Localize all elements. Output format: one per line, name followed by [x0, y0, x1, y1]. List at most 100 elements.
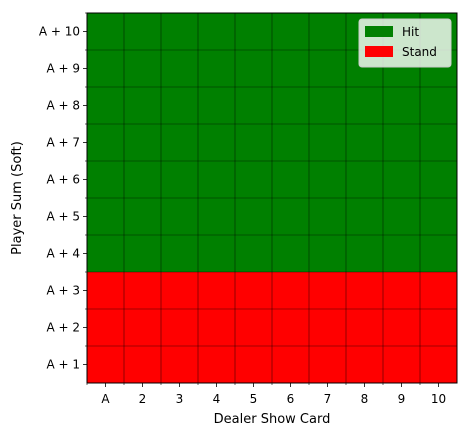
heatmap-cell [272, 198, 310, 236]
heatmap-cell [309, 50, 347, 88]
heatmap-cell [272, 50, 310, 88]
heatmap-cell [309, 309, 347, 347]
heatmap-cell [383, 346, 421, 384]
heatmap-cell [124, 87, 162, 125]
y-tick-label: A + 5 [46, 210, 80, 224]
heatmap-cell [383, 161, 421, 199]
y-tick-label: A + 9 [46, 62, 80, 76]
heatmap-cell [124, 346, 162, 384]
heatmap-cell [420, 124, 458, 162]
heatmap-cell [420, 272, 458, 310]
heatmap-cell [309, 13, 347, 51]
heatmap-cell [198, 50, 236, 88]
heatmap-cell [235, 309, 273, 347]
heatmap-cell [87, 272, 125, 310]
heatmap-cell [309, 346, 347, 384]
heatmap-cell [309, 198, 347, 236]
heatmap-cell [272, 13, 310, 51]
heatmap-cell [124, 272, 162, 310]
heatmap-cell [87, 198, 125, 236]
legend: Hit Stand [358, 18, 452, 68]
heatmap-cell [198, 198, 236, 236]
heatmap-cell [198, 272, 236, 310]
heatmap-cell [198, 13, 236, 51]
heatmap-cell [383, 309, 421, 347]
x-tick-label: 9 [398, 392, 406, 406]
heatmap-cell [198, 346, 236, 384]
legend-label: Hit [402, 25, 419, 39]
heatmap-cell [420, 161, 458, 199]
grid-lines [87, 13, 457, 383]
heatmap-cell [272, 309, 310, 347]
heatmap-cell [420, 235, 458, 273]
heatmap-cell [124, 198, 162, 236]
heatmap-cell [235, 235, 273, 273]
heatmap-cell [383, 235, 421, 273]
x-tick-label: 2 [139, 392, 147, 406]
heatmap-cell [272, 272, 310, 310]
y-tick-label: A + 2 [46, 321, 80, 335]
heatmap-cell [272, 346, 310, 384]
heatmap-cell [346, 309, 384, 347]
y-tick-label: A + 10 [39, 25, 80, 39]
heatmap-cell [235, 87, 273, 125]
y-tick-label: A + 4 [46, 247, 80, 261]
heatmap-cell [235, 124, 273, 162]
heatmap-cell [161, 309, 199, 347]
y-axis-ticks: A + 10 A + 9 A + 8 A + 7 A + 6 A + 5 A + 4 A + … [39, 12, 87, 372]
x-axis-ticks: A 2 3 4 5 6 7 8 9 10 [86, 383, 446, 406]
heatmap-cell [124, 161, 162, 199]
heatmap-cell [235, 13, 273, 51]
heatmap-cell [124, 50, 162, 88]
heatmap-cell [161, 346, 199, 384]
heatmap-cell [346, 124, 384, 162]
heatmap-cell [124, 13, 162, 51]
heatmap-cell [235, 161, 273, 199]
heatmap-cell [87, 124, 125, 162]
legend-label: Stand [402, 45, 437, 59]
heatmap-cell [309, 124, 347, 162]
heatmap-cell [272, 161, 310, 199]
heatmap-cell [420, 198, 458, 236]
heatmap-cell [161, 13, 199, 51]
heatmap-cell [346, 272, 384, 310]
y-tick-label: A + 6 [46, 173, 80, 187]
heatmap-cell [161, 87, 199, 125]
y-axis-label: Player Sum (Soft) [10, 141, 25, 255]
heatmap-cell [198, 124, 236, 162]
y-tick-label: A + 3 [46, 284, 80, 298]
x-tick-label: 3 [176, 392, 184, 406]
y-tick-label: A + 7 [46, 136, 80, 150]
heatmap-cell [235, 50, 273, 88]
heatmap-cell [235, 198, 273, 236]
heatmap-cell [124, 309, 162, 347]
heatmap-cell [346, 235, 384, 273]
y-tick-label: A + 1 [46, 358, 80, 372]
heatmap-cell [124, 124, 162, 162]
heatmap-cell [272, 87, 310, 125]
heatmap-cell [420, 346, 458, 384]
x-tick-label: 7 [324, 392, 332, 406]
heatmap-cell [309, 87, 347, 125]
heatmap-cell [87, 346, 125, 384]
heatmap-cell [124, 235, 162, 273]
y-tick-label: A + 8 [46, 99, 80, 113]
heatmap-cell [272, 235, 310, 273]
heatmap-cell [198, 309, 236, 347]
heatmap-cell [309, 161, 347, 199]
heatmap-cell [383, 198, 421, 236]
x-tick-label: A [101, 392, 110, 406]
heatmap-cell [161, 124, 199, 162]
heatmap-cell [87, 13, 125, 51]
heatmap-cell [235, 272, 273, 310]
heatmap-cell [235, 346, 273, 384]
heatmap-cell [383, 272, 421, 310]
x-axis-label: Dealer Show Card [214, 412, 331, 427]
legend-swatch [365, 26, 393, 37]
heatmap-cell [161, 50, 199, 88]
heatmap-cell [87, 309, 125, 347]
heatmap-cell [383, 87, 421, 125]
heatmap-cell [420, 87, 458, 125]
heatmap-cell [346, 161, 384, 199]
